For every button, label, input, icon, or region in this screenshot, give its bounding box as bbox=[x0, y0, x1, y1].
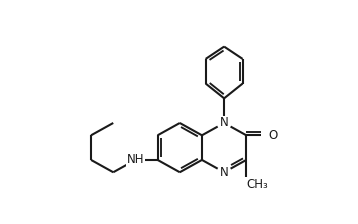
Text: NH: NH bbox=[127, 153, 144, 166]
Text: CH₃: CH₃ bbox=[246, 178, 268, 191]
Text: N: N bbox=[220, 116, 228, 129]
Text: N: N bbox=[220, 166, 228, 179]
Text: O: O bbox=[268, 129, 278, 142]
